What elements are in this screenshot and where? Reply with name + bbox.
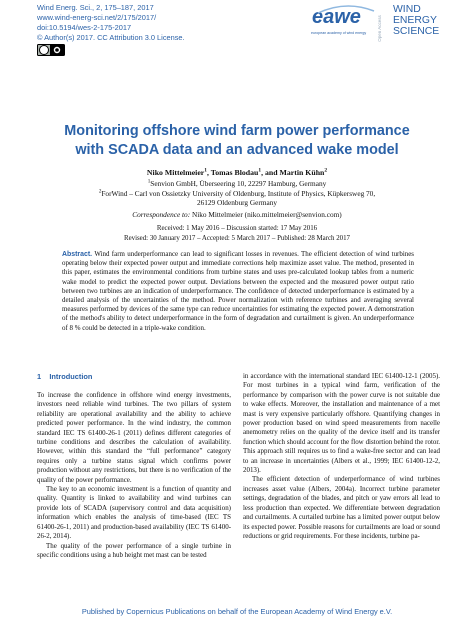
abstract-label: Abstract. — [62, 251, 93, 258]
journal-header: Wind Energ. Sci., 2, 175–187, 2017 www.w… — [37, 3, 185, 43]
paragraph: The key to an economic investment is a f… — [37, 485, 231, 541]
section-number: 1 — [37, 372, 42, 381]
author-affil: 2 — [324, 167, 328, 174]
journal-name-line: WIND — [393, 4, 421, 15]
paragraph: The quality of the power performance of … — [37, 541, 231, 559]
logo-tagline: european academy of wind energy — [311, 31, 367, 35]
abstract: Abstract. Wind farm underperformance can… — [62, 250, 414, 333]
affiliation: 1Senvion GmbH, Überseering 10, 22297 Ham… — [90, 179, 384, 189]
logo-mark: eawe — [312, 6, 361, 28]
affiliation: 2ForWind – Carl von Ossietzky University… — [90, 189, 384, 208]
journal-name-line: ENERGY — [393, 15, 437, 26]
dates: Received: 1 May 2016 – Discussion starte… — [0, 224, 474, 243]
cc-badge[interactable] — [37, 44, 65, 56]
journal-name-line: SCIENCE — [393, 26, 440, 37]
paragraph: The efficient detection of underperforma… — [243, 475, 440, 540]
url[interactable]: www.wind-energ-sci.net/2/175/2017/ — [37, 13, 157, 22]
logo-arc — [317, 5, 375, 14]
correspondence: Correspondence to: Niko Mittelmeier (nik… — [0, 210, 474, 219]
citation: Wind Energ. Sci., 2, 175–187, 2017 — [37, 3, 154, 12]
affiliations: 1Senvion GmbH, Überseering 10, 22297 Ham… — [90, 179, 384, 208]
date-line: Received: 1 May 2016 – Discussion starte… — [156, 225, 318, 232]
author-affil: 1 — [204, 167, 207, 174]
affil-text: ForWind – Carl von Ossietzky University … — [101, 188, 376, 208]
open-access: Open Access — [376, 15, 382, 42]
left-column: To increase the confidence in offshore w… — [37, 391, 231, 560]
separator: , — [207, 168, 211, 177]
right-column: in accordance with the international sta… — [243, 372, 440, 541]
license: © Author(s) 2017. CC Attribution 3.0 Lic… — [37, 33, 185, 42]
affil-mark: 1 — [147, 178, 151, 185]
footer: Published by Copernicus Publications on … — [81, 607, 393, 616]
paper-title: Monitoring offshore wind farm power perf… — [64, 123, 410, 158]
date-line: Revised: 30 January 2017 – Accepted: 5 M… — [123, 234, 350, 242]
affil-text: Senvion GmbH, Überseering 10, 22297 Hamb… — [150, 179, 327, 188]
journal-name: WIND ENERGY SCIENCE — [393, 4, 439, 37]
author: Niko Mittelmeier — [146, 168, 205, 177]
paragraph: To increase the confidence in offshore w… — [37, 391, 231, 484]
author: Martin Kühn — [279, 168, 325, 177]
separator: , and — [261, 168, 280, 177]
corr-label: Correspondence to: — [132, 210, 191, 219]
doi[interactable]: doi:10.5194/wes-2-175-2017 — [37, 23, 132, 32]
author: Tomas Blodau — [210, 168, 259, 177]
section-heading: 1 Introduction — [37, 372, 92, 381]
affil-mark: 2 — [98, 188, 102, 195]
authors: Niko Mittelmeier1, Tomas Blodau1, and Ma… — [0, 168, 474, 177]
section-title: Introduction — [49, 372, 93, 381]
author-affil: 1 — [258, 167, 262, 174]
abstract-text: Wind farm underperformance can lead to s… — [62, 250, 415, 332]
paragraph: in accordance with the international sta… — [243, 372, 440, 475]
corr-text: Niko Mittelmeier (niko.mittelmeier@senvi… — [191, 210, 342, 219]
